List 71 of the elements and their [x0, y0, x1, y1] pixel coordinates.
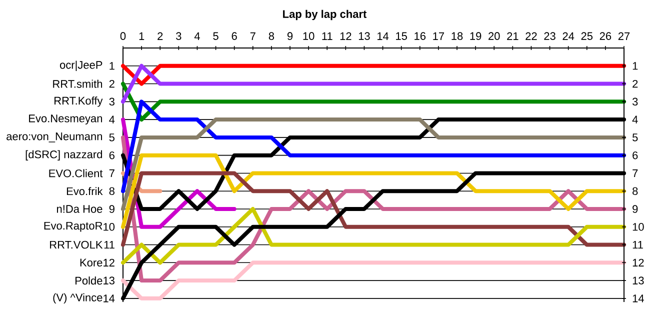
x-tick-label: 6 [232, 32, 237, 40]
x-tick-label: 26 [600, 32, 612, 40]
series-label: Kore [80, 258, 102, 266]
x-tick-label: 10 [303, 32, 314, 40]
y-tick-label: 1 [110, 62, 114, 70]
x-tick-label: 27 [618, 32, 630, 40]
y2-tick-label: 8 [632, 187, 638, 195]
series-label: Polde [76, 276, 102, 285]
x-tick-label: 7 [250, 32, 256, 40]
x-tick-label: 9 [287, 32, 293, 40]
y-tick-label: 9 [109, 205, 114, 213]
x-tick-label: 13 [358, 32, 370, 40]
series-label: ocr|JeeP [60, 60, 102, 72]
y-tick-label: 13 [104, 276, 114, 284]
x-tick-label: 1 [139, 32, 144, 40]
series-label: Evo.frik [66, 187, 103, 196]
x-tick-label: 0 [120, 32, 126, 40]
y2-tick-label: 14 [632, 294, 644, 302]
y-tick-label: 7 [109, 169, 114, 177]
x-tick-label: 22 [526, 32, 537, 40]
series-label: n!Da Hoe [56, 205, 102, 213]
x-tick-label: 8 [268, 32, 274, 40]
series-label: RRT.VOLK [50, 240, 103, 249]
series-label: [dSRC] nazzard [26, 150, 102, 160]
x-tick-label: 23 [544, 32, 556, 40]
y-tick-label: 14 [104, 294, 115, 302]
y2-tick-label: 7 [632, 169, 638, 177]
y2-tick-label: 12 [632, 258, 644, 266]
y2-tick-label: 9 [632, 205, 638, 213]
y-tick-label: 10 [104, 222, 115, 231]
x-tick-label: 12 [340, 32, 352, 40]
y2-tick-label: 4 [632, 116, 638, 124]
x-tick-label: 17 [433, 32, 444, 40]
x-tick-label: 15 [396, 32, 407, 40]
y2-tick-label: 11 [632, 240, 643, 249]
series-label: RRT.smith [53, 80, 102, 88]
chart-title: Lap by lap chart [283, 10, 367, 20]
y-tick-label: 11 [104, 240, 114, 249]
x-tick-label: 20 [488, 32, 500, 40]
x-tick-label: 16 [414, 32, 426, 40]
y-tick-label: 3 [109, 98, 114, 106]
series-label: (V) ^Vince [53, 293, 102, 304]
y-tick-label: 2 [109, 80, 114, 88]
y2-tick-label: 10 [632, 222, 644, 231]
y-tick-label: 8 [109, 187, 114, 195]
x-tick-label: 2 [158, 32, 163, 40]
y-tick-label: 12 [104, 258, 114, 266]
y2-tick-label: 2 [632, 80, 638, 88]
y2-tick-label: 1 [632, 62, 638, 70]
x-tick-label: 25 [581, 32, 593, 40]
x-tick-label: 19 [470, 32, 482, 40]
x-tick-label: 24 [562, 32, 574, 40]
x-tick-label: 3 [176, 32, 182, 40]
x-tick-label: 11 [322, 32, 332, 40]
series-label: aero:von_Neumann [6, 132, 102, 142]
y-tick-label: 5 [109, 134, 114, 142]
x-tick-label: 5 [213, 32, 218, 40]
y2-tick-label: 5 [632, 134, 638, 142]
y-tick-label: 4 [109, 116, 115, 124]
x-tick-label: 14 [378, 32, 389, 40]
y2-tick-label: 3 [632, 98, 638, 106]
series-label: RRT.Koffy [54, 96, 103, 107]
x-tick-label: 18 [452, 32, 463, 40]
series-label: Evo.RaptoR [44, 222, 102, 232]
y2-tick-label: 6 [632, 151, 638, 160]
series-label: Evo.Nesmeyan [29, 114, 102, 124]
y2-tick-label: 13 [632, 276, 644, 284]
x-tick-label: 4 [194, 32, 200, 40]
series-label: EVO.Client [49, 169, 103, 178]
y-tick-label: 6 [109, 151, 114, 160]
x-tick-label: 21 [507, 32, 518, 40]
